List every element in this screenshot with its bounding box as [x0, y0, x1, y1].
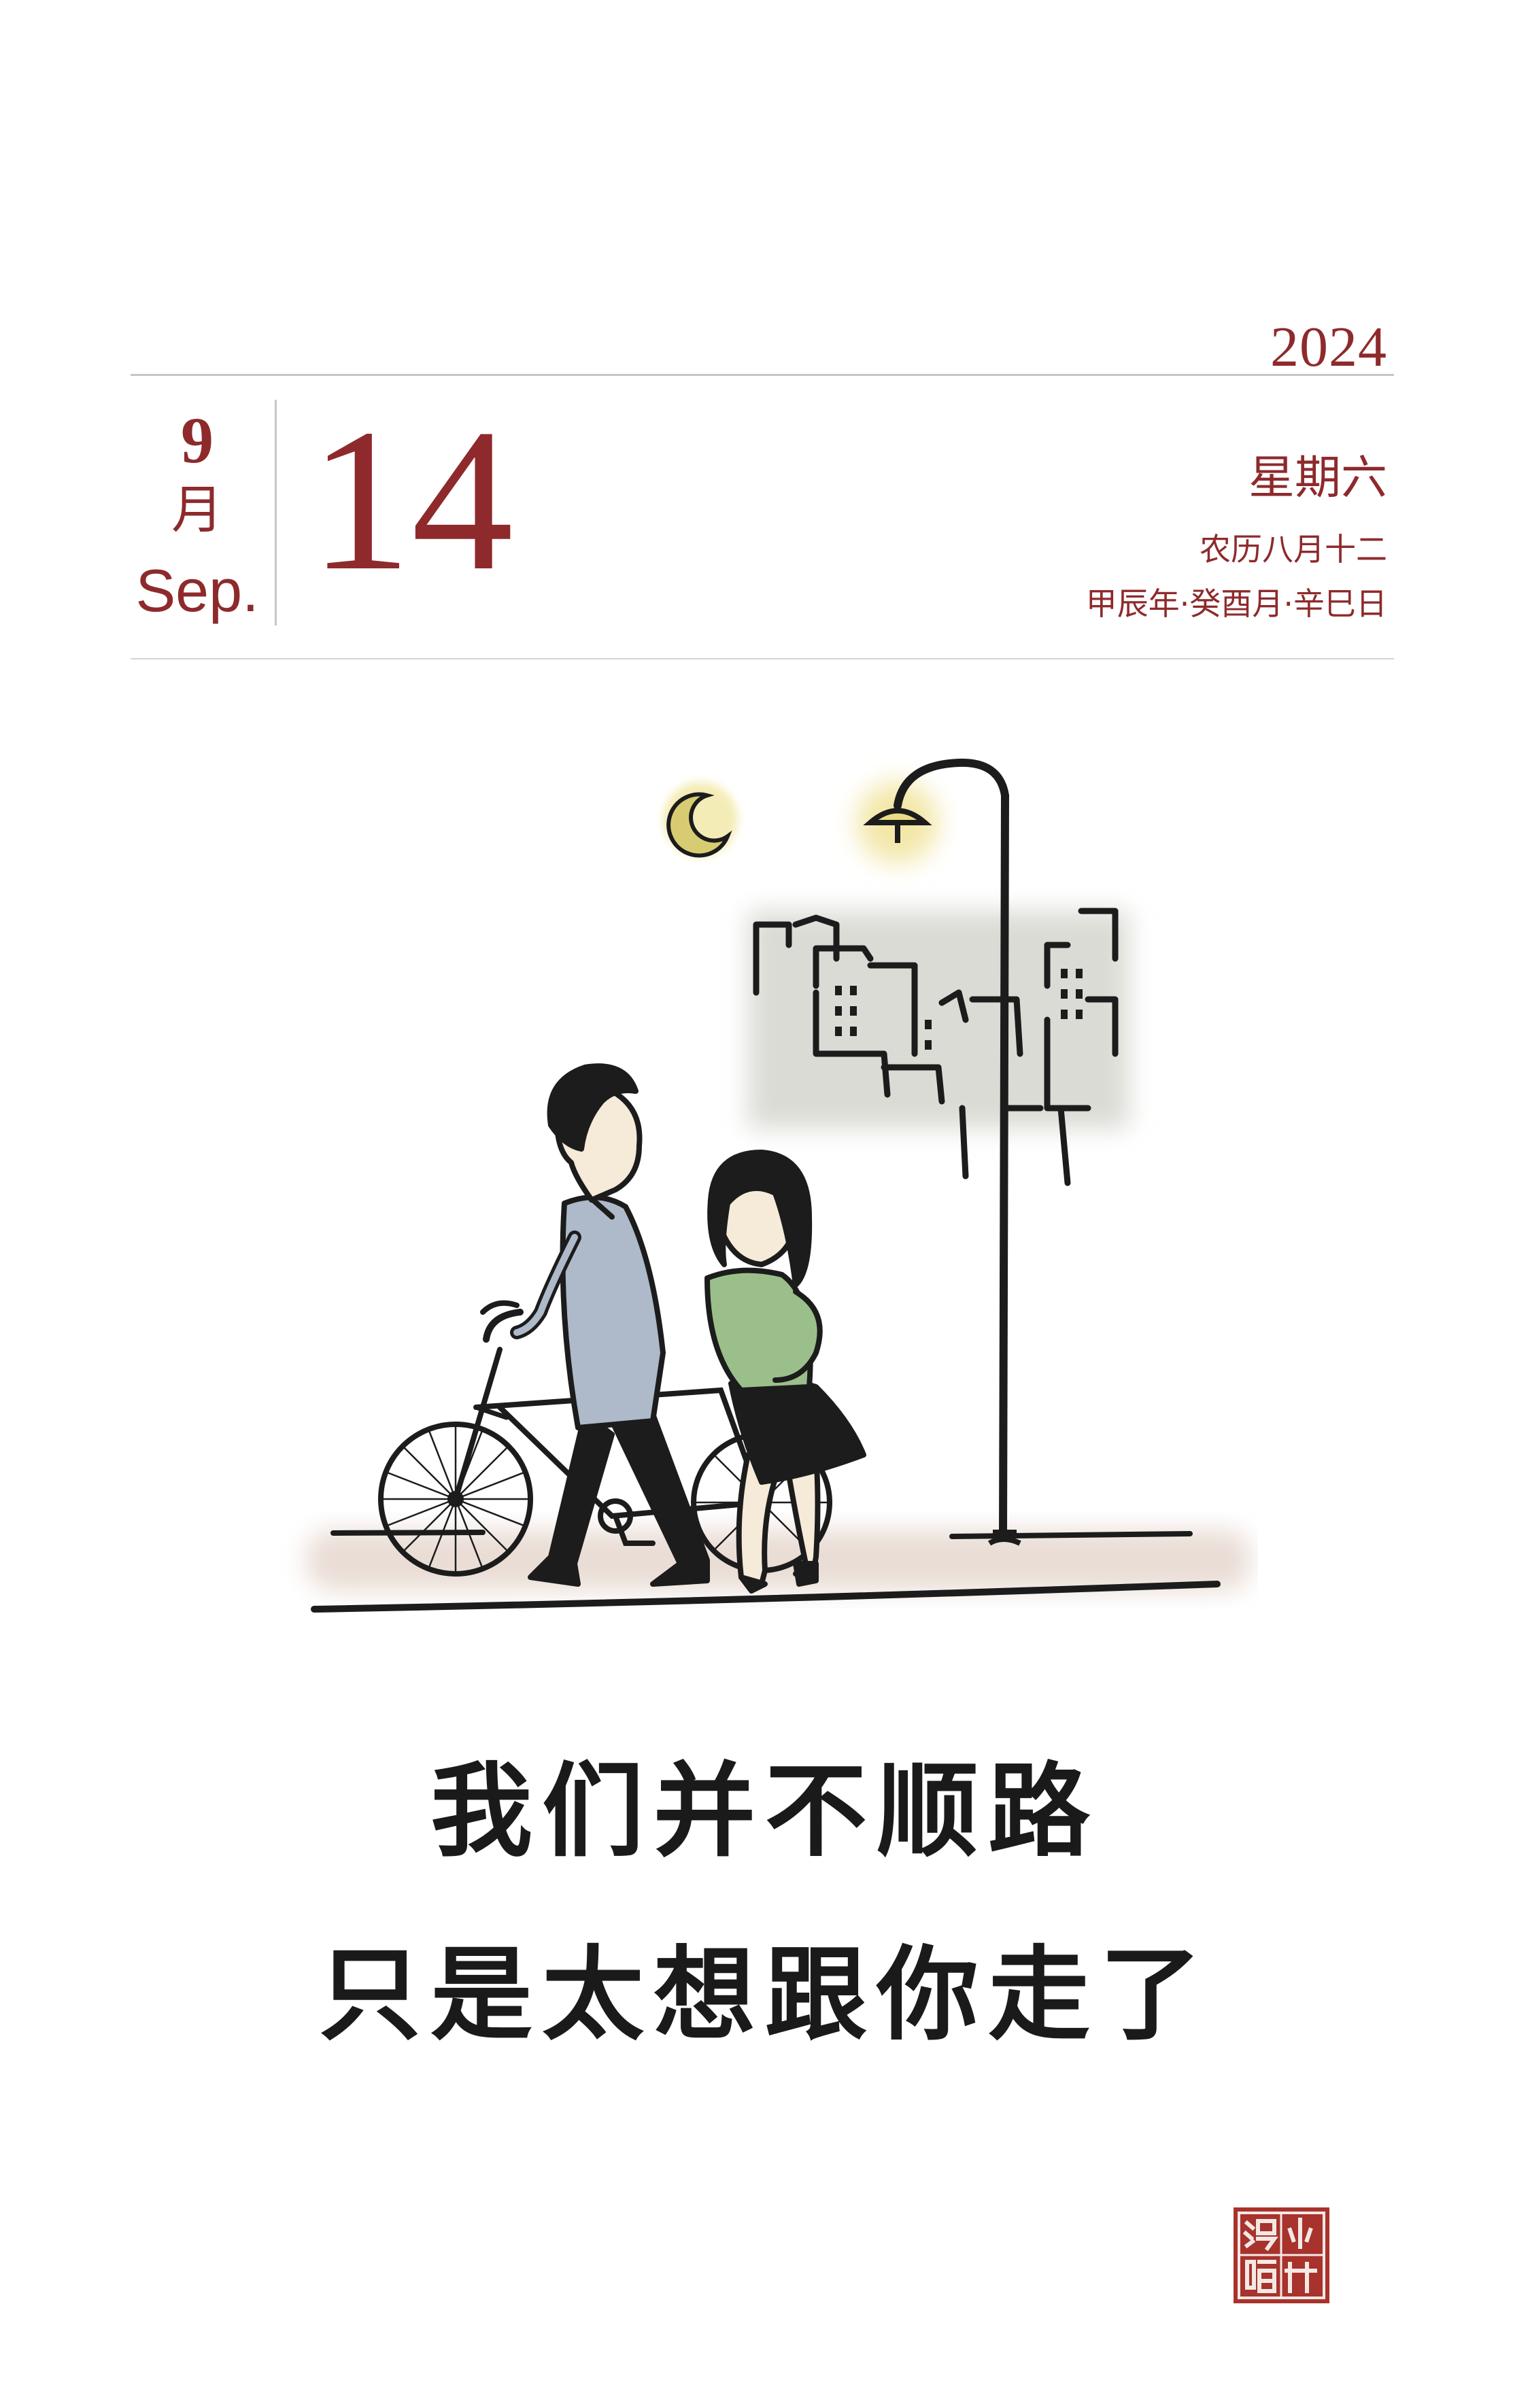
moon-icon: [663, 782, 738, 858]
lunar-date: 农历八月十二: [1200, 531, 1387, 568]
year-label: 2024: [1270, 315, 1387, 379]
sidewalk-shade: [306, 1530, 1251, 1591]
weekday-label: 星期六: [1248, 451, 1387, 505]
man-figure-icon: [510, 1063, 710, 1587]
illustration: [306, 758, 1251, 1613]
ganzhi-date: 甲辰年·癸酉月·辛巳日: [1085, 585, 1387, 622]
vertical-divider: [275, 400, 277, 625]
ground-lines: [311, 1530, 1221, 1613]
street-lamp-icon: [857, 758, 1021, 1546]
quote-line-2: 只是太想跟你走了: [318, 1936, 1211, 2054]
month-number: 9: [181, 404, 214, 477]
month-chinese: 月: [171, 479, 223, 540]
building-silhouettes-icon: [748, 908, 1129, 1186]
artist-seal-icon: [1234, 2207, 1329, 2303]
bottom-divider: [131, 658, 1394, 659]
day-number: 14: [309, 387, 513, 613]
month-english: Sep.: [135, 557, 259, 624]
quote-line-1: 我们并不顺路: [430, 1753, 1100, 1871]
top-divider: [131, 374, 1394, 376]
woman-figure-icon: [704, 1150, 866, 1594]
